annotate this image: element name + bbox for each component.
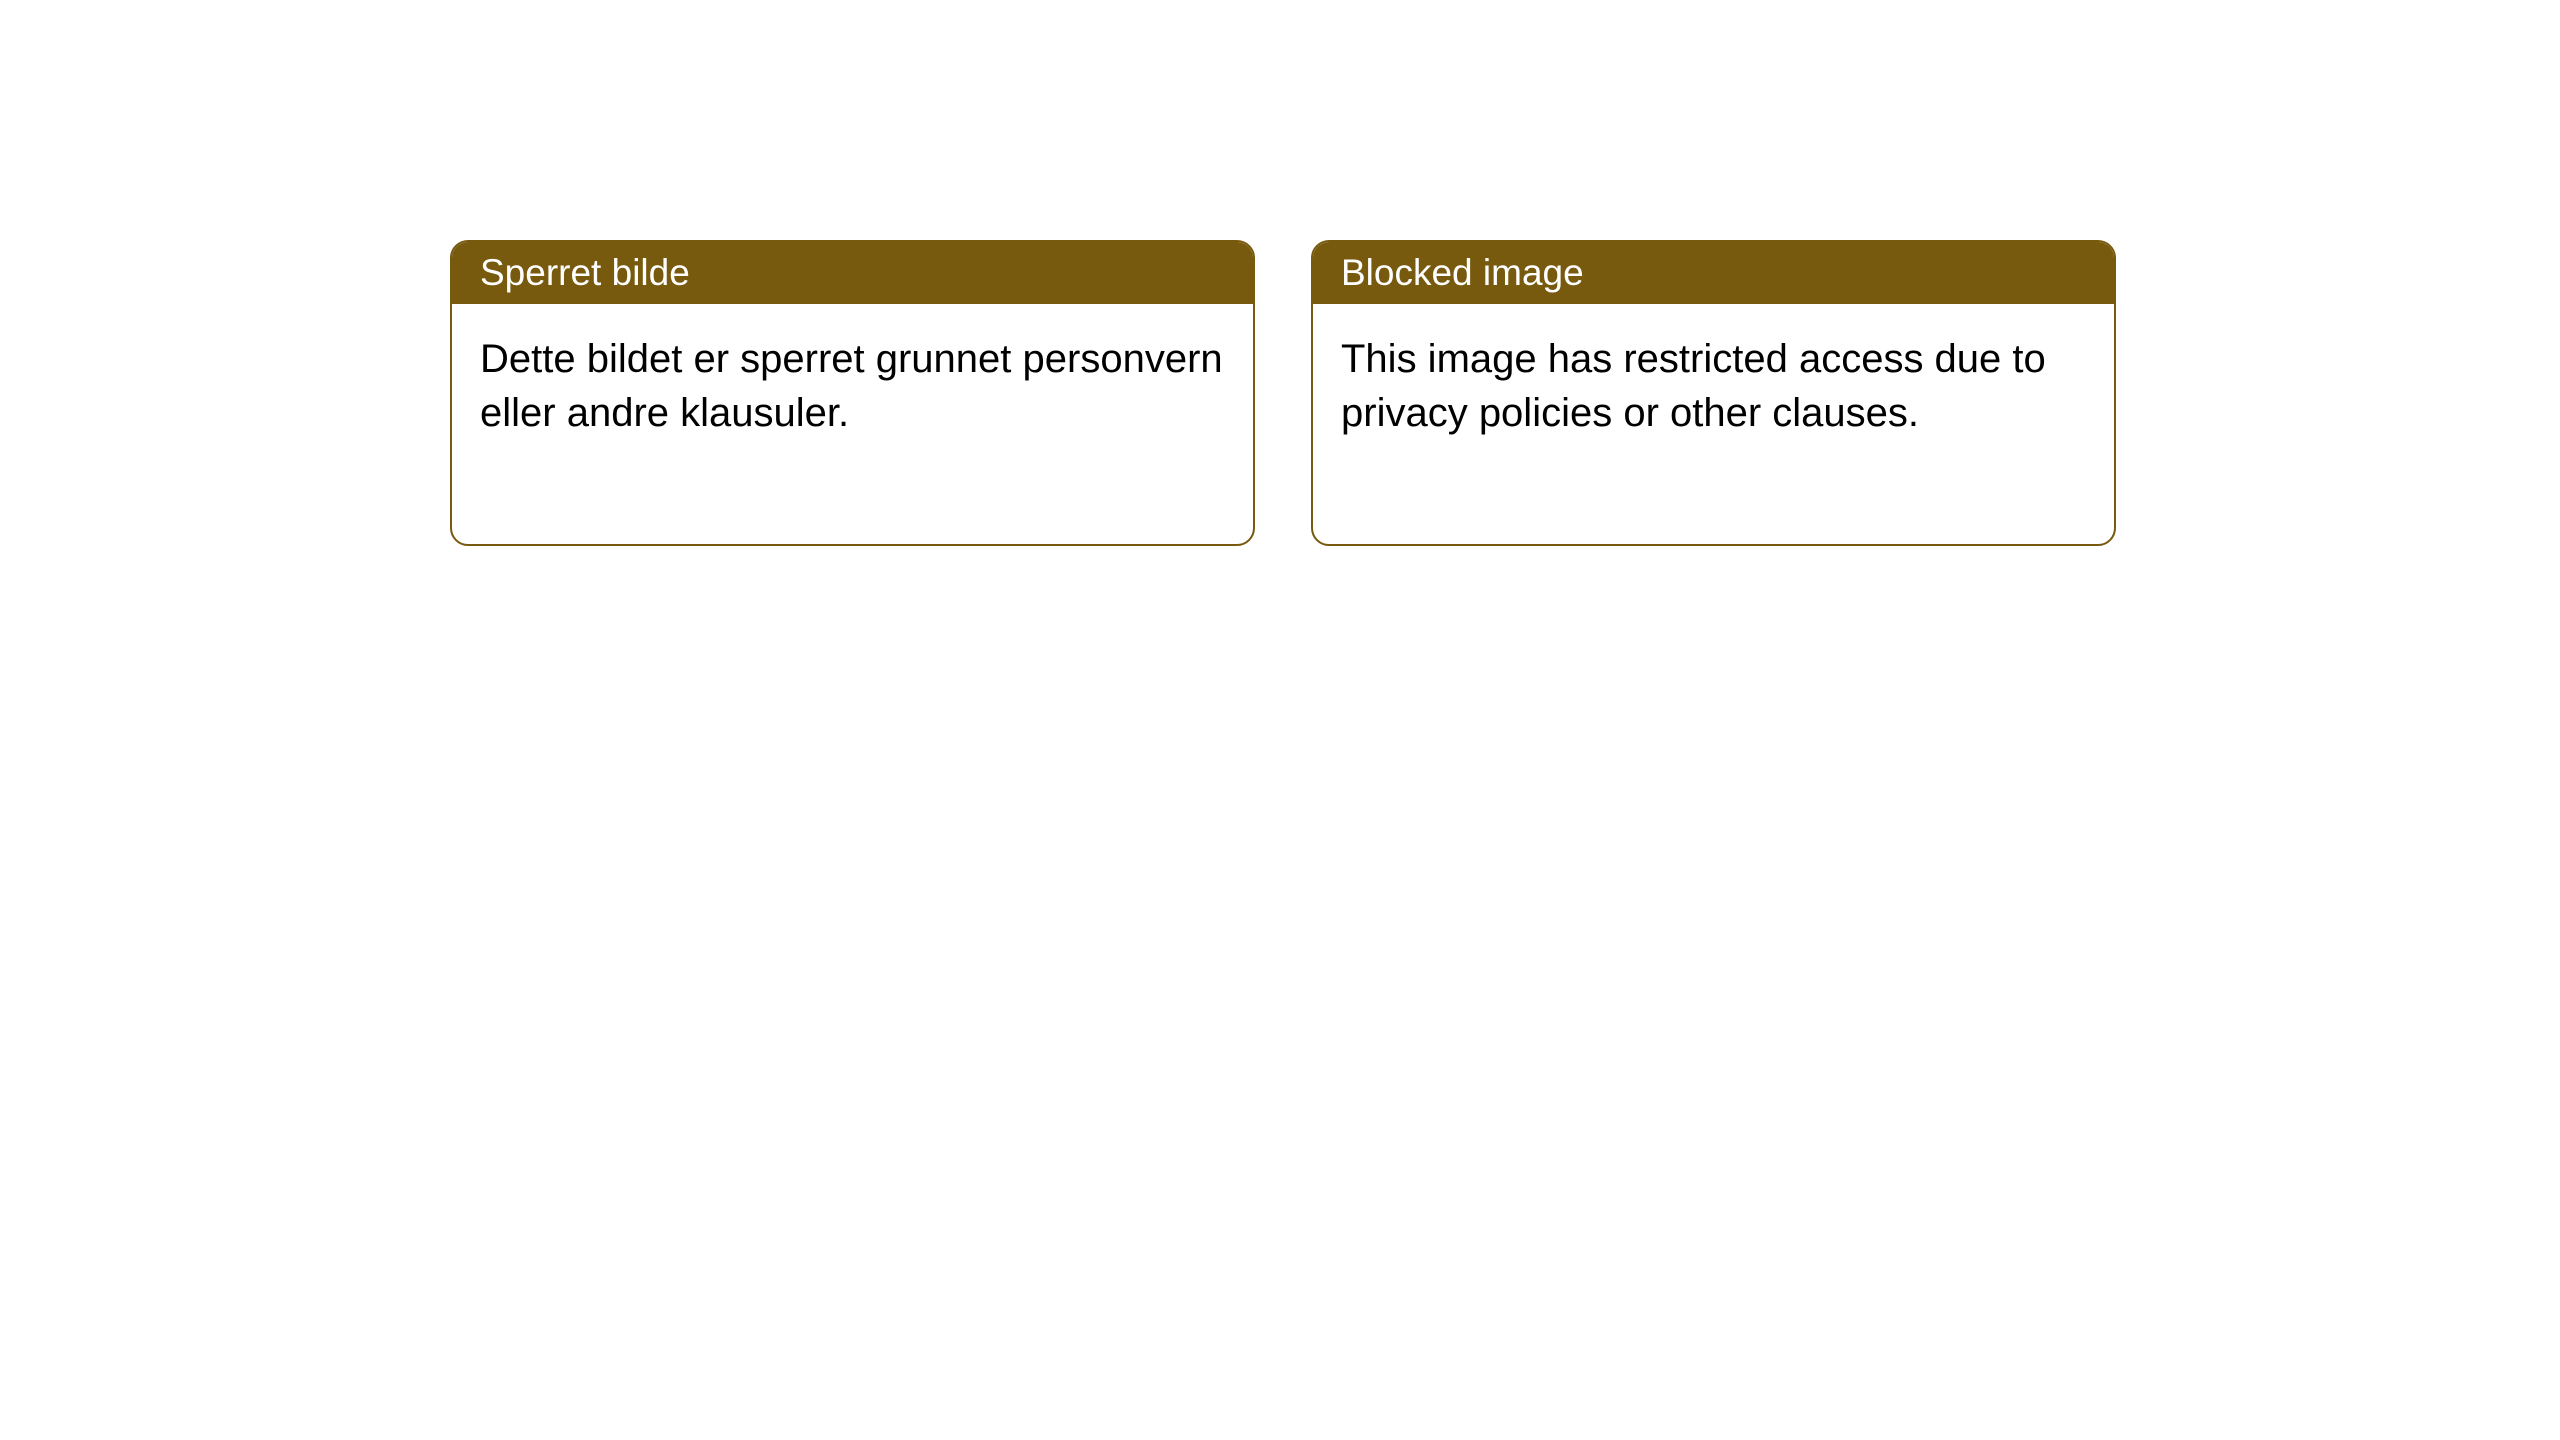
notice-card-english: Blocked image This image has restricted … bbox=[1311, 240, 2116, 546]
card-message: Dette bildet er sperret grunnet personve… bbox=[480, 337, 1223, 435]
notice-card-norwegian: Sperret bilde Dette bildet er sperret gr… bbox=[450, 240, 1255, 546]
card-title: Sperret bilde bbox=[480, 252, 690, 293]
notice-cards-container: Sperret bilde Dette bildet er sperret gr… bbox=[450, 240, 2116, 546]
card-title: Blocked image bbox=[1341, 252, 1584, 293]
card-body: Dette bildet er sperret grunnet personve… bbox=[452, 304, 1253, 544]
card-header: Sperret bilde bbox=[452, 242, 1253, 304]
card-message: This image has restricted access due to … bbox=[1341, 337, 2046, 435]
card-body: This image has restricted access due to … bbox=[1313, 304, 2114, 544]
card-header: Blocked image bbox=[1313, 242, 2114, 304]
